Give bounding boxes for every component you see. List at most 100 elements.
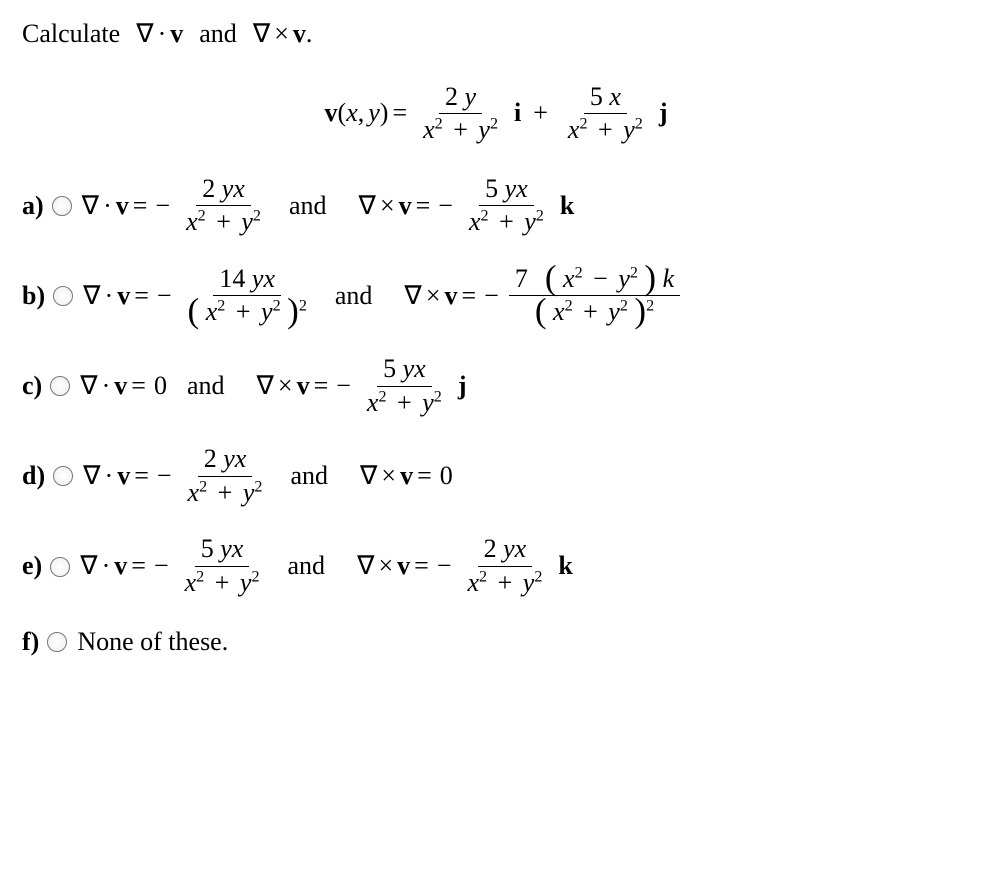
b-div-dx2: 2 — [217, 298, 225, 315]
d-cross: × — [381, 460, 396, 493]
main-j: j — [659, 97, 668, 130]
vec-v-2: v — [293, 18, 306, 51]
d-and: and — [290, 460, 328, 493]
radio-b[interactable] — [53, 286, 73, 306]
e-curl-coef: 2 — [484, 534, 497, 563]
a-v2: v — [399, 190, 412, 223]
radio-d[interactable] — [53, 466, 73, 486]
e-curl-vars: yx — [503, 534, 526, 563]
choice-d-math: ∇ · v = − 2 yx x2 + y2 and ∇ × v = — [83, 445, 457, 507]
e-eq2: = — [414, 550, 429, 583]
c-eq1: = — [131, 370, 146, 403]
b-div-dy: y — [261, 297, 273, 326]
a-curl-dy: y — [524, 207, 536, 236]
m1-den-x2: 2 — [435, 115, 443, 132]
a-curl-dp: + — [499, 207, 514, 236]
e-nabla2: ∇ — [357, 550, 374, 583]
m1-den-x: x — [423, 115, 435, 144]
radio-f[interactable] — [47, 632, 67, 652]
b-div-coef: 14 — [219, 264, 245, 293]
vec-v-1: v — [170, 18, 183, 51]
m2-den-x2: 2 — [579, 115, 587, 132]
e-div-dy: y — [240, 568, 252, 597]
c-min2: − — [336, 370, 351, 403]
a-eq1: = — [133, 190, 148, 223]
a-v1: v — [116, 190, 129, 223]
b-curl-ny: y — [618, 264, 630, 293]
c-curl-dp: + — [397, 388, 412, 417]
b-min2: − — [484, 280, 499, 313]
a-cross: × — [380, 190, 395, 223]
a-curl-dx: x — [469, 207, 481, 236]
e-min1: − — [154, 550, 169, 583]
main-frac-1: 2 y x2 + y2 — [417, 83, 504, 145]
m2-den-y: y — [623, 115, 635, 144]
a-nabla2: ∇ — [359, 190, 376, 223]
m1-den-y2: 2 — [490, 115, 498, 132]
prompt-calc: Calculate — [22, 18, 120, 51]
b-curl-k: k — [663, 264, 675, 293]
c-curl-frac: 5 yx x2 + y2 — [361, 355, 448, 417]
m1-den-plus: + — [453, 115, 468, 144]
e-curl-dy2: 2 — [534, 568, 542, 585]
d-nabla2: ∇ — [360, 460, 377, 493]
choice-e-math: ∇ · v = − 5 yx x2 + y2 and ∇ × v = — [80, 535, 577, 597]
choice-c: c) ∇ · v = 0 and ∇ × v = − 5 yx x2 + — [22, 355, 974, 417]
radio-e[interactable] — [50, 557, 70, 577]
a-div-vars: yx — [222, 174, 245, 203]
label-c: c) — [22, 370, 42, 403]
b-curl-ny2: 2 — [630, 264, 638, 281]
c-nabla2: ∇ — [257, 370, 274, 403]
c-eq2: = — [314, 370, 329, 403]
a-dot: · — [103, 190, 112, 223]
b-curl-dx: x — [553, 297, 565, 326]
e-min2: − — [437, 550, 452, 583]
page-root: Calculate ∇ · v and ∇ × v . v ( x , y ) … — [0, 0, 996, 680]
b-div-frac: 14 yx ( x2 + y2 )2 — [182, 265, 313, 327]
d-zero: 0 — [440, 460, 453, 493]
c-v2: v — [297, 370, 310, 403]
m1-var: y — [465, 82, 477, 111]
b-div-dx: x — [206, 297, 218, 326]
e-div-vars: yx — [220, 534, 243, 563]
lhs-eq: = — [392, 97, 407, 130]
c-and: and — [187, 370, 225, 403]
d-eq1: = — [134, 460, 149, 493]
e-v2: v — [397, 550, 410, 583]
d-dot: · — [105, 460, 114, 493]
a-min2: − — [438, 190, 453, 223]
choice-a-math: ∇ · v = − 2 yx x2 + y2 and ∇ × v = — [82, 175, 579, 237]
e-curl-frac: 2 yx x2 + y2 — [461, 535, 548, 597]
c-curl-dx: x — [367, 388, 379, 417]
d-v1: v — [117, 460, 130, 493]
c-cross: × — [278, 370, 293, 403]
a-div-coef: 2 — [202, 174, 215, 203]
a-curl-dx2: 2 — [481, 208, 489, 225]
question-prompt: Calculate ∇ · v and ∇ × v . — [22, 18, 312, 51]
b-curl-dp: + — [583, 297, 598, 326]
m1-coef: 2 — [445, 82, 458, 111]
b-div-rp: ) — [287, 291, 299, 330]
radio-a[interactable] — [52, 196, 72, 216]
lhs-comma: , — [358, 97, 365, 130]
a-div-dy: y — [241, 207, 253, 236]
e-curl-dy: y — [523, 568, 535, 597]
b-curl-frac: 7 ( x2 − y2 ) k ( x2 + y2 )2 — [509, 265, 680, 327]
e-eq1: = — [131, 550, 146, 583]
b-curl-dy: y — [608, 297, 620, 326]
radio-c[interactable] — [50, 376, 70, 396]
label-a: a) — [22, 190, 44, 223]
label-b: b) — [22, 280, 45, 313]
label-f: f) — [22, 626, 39, 659]
b-div-vars: yx — [252, 264, 275, 293]
c-j: j — [458, 370, 467, 403]
e-div-dx: x — [185, 568, 197, 597]
b-curl-coef: 7 — [515, 264, 528, 293]
d-div-dy: y — [243, 478, 255, 507]
b-curl-dexp: 2 — [646, 298, 654, 315]
d-eq2: = — [417, 460, 432, 493]
c-nabla1: ∇ — [80, 370, 97, 403]
nabla-1: ∇ — [136, 18, 153, 51]
b-v1: v — [117, 280, 130, 313]
b-eq2: = — [462, 280, 477, 313]
